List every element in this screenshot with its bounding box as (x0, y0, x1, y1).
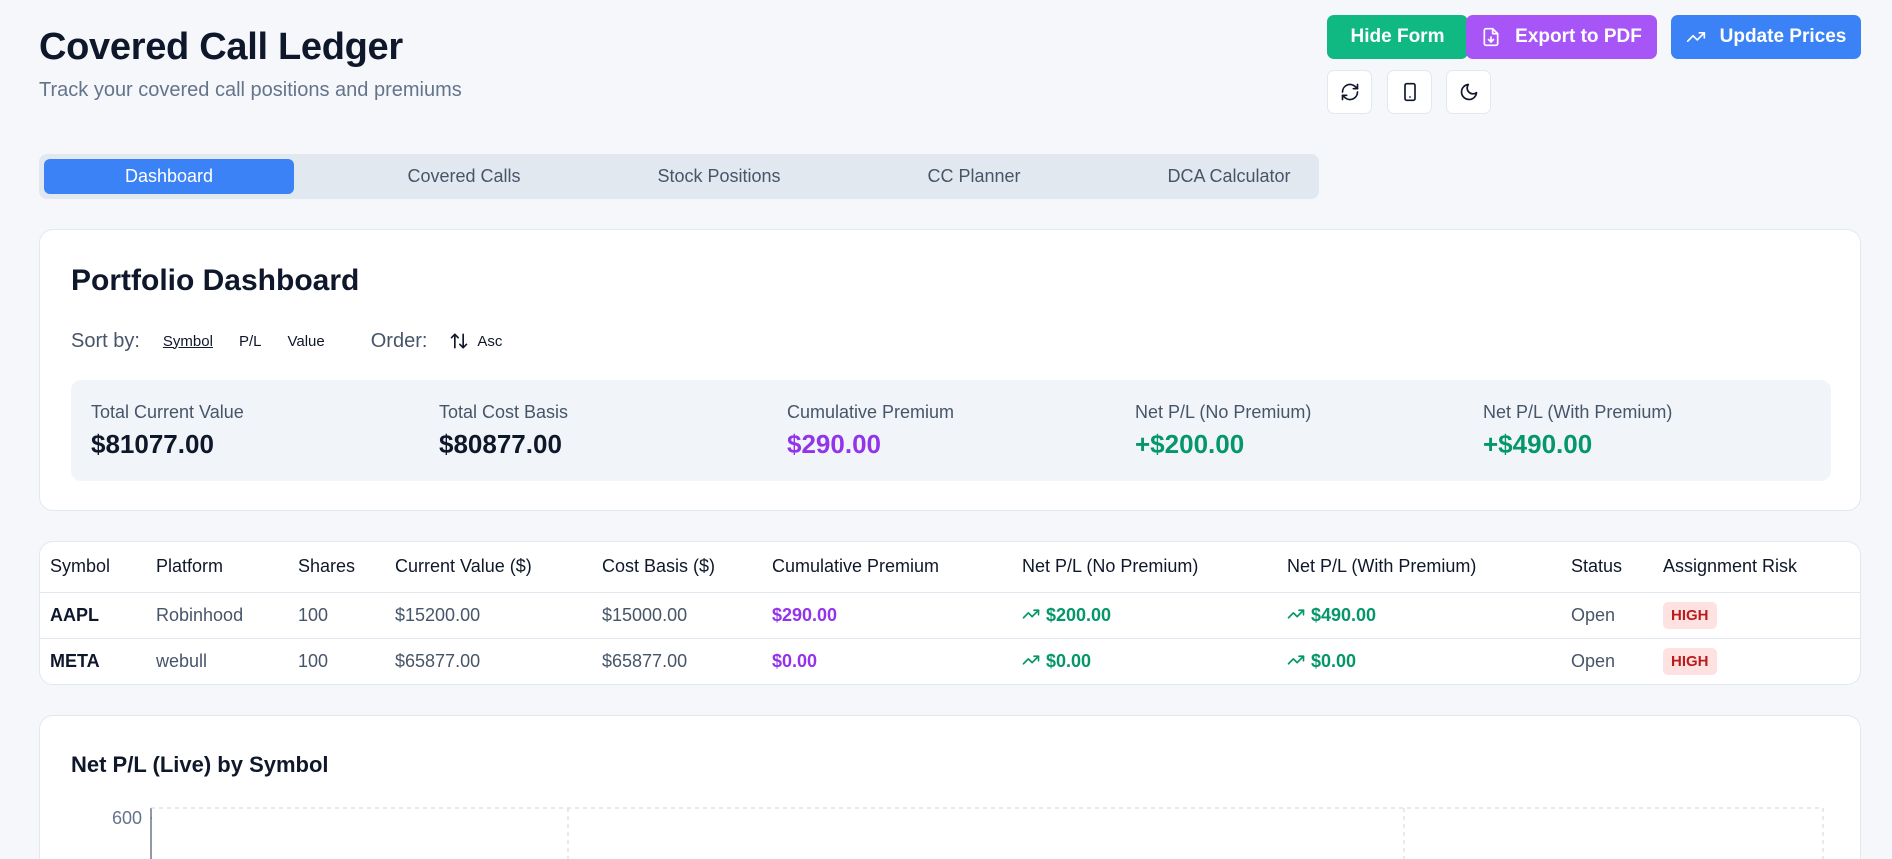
summary-value: $290.00 (787, 429, 881, 459)
refresh-button[interactable] (1327, 70, 1372, 114)
update-prices-button[interactable]: Update Prices (1671, 15, 1861, 59)
tab-stock-positions[interactable]: Stock Positions (657, 166, 781, 186)
tab-covered-calls[interactable]: Covered Calls (407, 166, 521, 186)
sort-symbol-button[interactable]: Symbol (162, 332, 213, 350)
sort-value-button[interactable]: Value (287, 332, 325, 350)
chart-title: Net P/L (Live) by Symbol (71, 752, 329, 777)
cell-shares: 100 (288, 592, 385, 639)
moon-icon (1460, 83, 1477, 101)
summary-label: Total Cost Basis (439, 402, 569, 422)
app-title: Covered Call Ledger (39, 26, 403, 68)
summary-label: Net P/L (With Premium) (1483, 402, 1673, 422)
export-pdf-label: Export to PDF (1515, 26, 1642, 47)
tab-cc-planner[interactable]: CC Planner (927, 166, 1021, 186)
summary-panel: Total Current Value $81077.00 Total Cost… (71, 380, 1831, 481)
update-prices-label: Update Prices (1719, 26, 1847, 47)
cell-net-with-premium: $490.00 (1277, 592, 1561, 639)
cell-cost-basis: $15000.00 (592, 592, 762, 639)
risk-badge: HIGH (1663, 647, 1717, 675)
table-row[interactable]: AAPL Robinhood 100 $15200.00 $15000.00 $… (40, 592, 1860, 639)
cell-risk: HIGH (1653, 638, 1860, 684)
table-header-row: Symbol Platform Shares Current Value ($)… (40, 542, 1860, 593)
net-value: $0.00 (1311, 650, 1357, 671)
column-header[interactable]: Platform (146, 542, 288, 593)
dark-mode-button[interactable] (1446, 70, 1491, 114)
main-tabs: Dashboard Covered Calls Stock Positions … (39, 154, 1319, 199)
hide-form-label: Hide Form (1350, 26, 1445, 47)
mobile-icon (1403, 82, 1416, 102)
tab-dca-calculator[interactable]: DCA Calculator (1167, 166, 1291, 186)
column-header[interactable]: Net P/L (No Premium) (1012, 542, 1277, 593)
file-download-icon (1483, 27, 1499, 47)
column-header[interactable]: Status (1561, 542, 1653, 593)
summary-label: Total Current Value (91, 402, 244, 422)
positions-table: Symbol Platform Shares Current Value ($)… (40, 542, 1860, 684)
summary-total-current-value: Total Current Value $81077.00 (91, 402, 244, 460)
cell-status: Open (1561, 592, 1653, 639)
trending-up-icon (1287, 608, 1305, 619)
sort-pl-button[interactable]: P/L (238, 332, 262, 350)
column-header[interactable]: Net P/L (With Premium) (1277, 542, 1561, 593)
order-toggle-button[interactable]: Asc (477, 332, 503, 350)
hide-form-button[interactable]: Hide Form (1327, 15, 1468, 59)
net-pl-chart-card: Net P/L (Live) by Symbol 600 (39, 715, 1861, 859)
cell-platform: webull (156, 650, 208, 671)
positions-table-card: Symbol Platform Shares Current Value ($)… (39, 541, 1861, 685)
net-value: $0.00 (1046, 650, 1092, 671)
net-value: $200.00 (1046, 604, 1112, 625)
net-pl-chart: 600 (112, 807, 1824, 859)
net-value: $490.00 (1311, 604, 1377, 625)
cell-net-with-premium: $0.00 (1277, 638, 1561, 684)
column-header[interactable]: Cost Basis ($) (592, 542, 762, 593)
export-pdf-button[interactable]: Export to PDF (1466, 15, 1657, 59)
summary-total-cost-basis: Total Cost Basis $80877.00 (439, 402, 568, 460)
summary-value: +$490.00 (1483, 429, 1593, 459)
cell-current-value: $65877.00 (395, 650, 481, 671)
cell-risk: HIGH (1653, 592, 1860, 639)
column-header[interactable]: Shares (288, 542, 385, 593)
app-subtitle: Track your covered call positions and pr… (39, 79, 462, 101)
risk-badge: HIGH (1663, 601, 1717, 629)
summary-value: $81077.00 (91, 429, 214, 459)
mobile-view-button[interactable] (1387, 70, 1432, 114)
column-header[interactable]: Current Value ($) (385, 542, 592, 593)
cell-net-no-premium: $0.00 (1012, 638, 1277, 684)
summary-cumulative-premium: Cumulative Premium $290.00 (787, 402, 954, 460)
summary-label: Cumulative Premium (787, 402, 955, 422)
cell-premium: $0.00 (772, 650, 818, 671)
summary-label: Net P/L (No Premium) (1135, 402, 1312, 422)
dashboard-title: Portfolio Dashboard (71, 264, 360, 297)
cell-premium: $290.00 (762, 592, 1012, 639)
trending-up-icon (1022, 655, 1040, 665)
tab-dashboard[interactable]: Dashboard (44, 159, 294, 194)
cell-status: Open (1571, 650, 1616, 671)
cell-cost-basis: $65877.00 (602, 650, 688, 671)
sort-arrows-icon[interactable] (449, 331, 469, 351)
cell-platform: Robinhood (146, 592, 288, 639)
y-tick-label: 600 (112, 808, 142, 828)
order-label: Order: (370, 329, 428, 352)
sort-label: Sort by: (71, 329, 140, 352)
cell-symbol: AAPL (40, 592, 146, 639)
cell-shares: 100 (298, 650, 329, 671)
refresh-icon (1341, 83, 1358, 101)
portfolio-dashboard-card: Portfolio Dashboard Sort by: Symbol P/L … (39, 229, 1861, 511)
summary-value: $80877.00 (439, 429, 562, 459)
cell-symbol: META (50, 650, 100, 671)
trending-up-icon (1686, 32, 1705, 43)
summary-net-pl-no-premium: Net P/L (No Premium) +$200.00 (1135, 402, 1311, 460)
column-header[interactable]: Assignment Risk (1653, 542, 1860, 593)
cell-current-value: $15200.00 (385, 592, 592, 639)
trending-up-icon (1287, 655, 1305, 665)
column-header[interactable]: Cumulative Premium (762, 542, 1012, 593)
trending-up-icon (1022, 608, 1040, 619)
summary-value: +$200.00 (1135, 429, 1245, 459)
column-header[interactable]: Symbol (40, 542, 146, 593)
table-row[interactable]: META webull 100 $65877.00 $65877.00 $0.0… (40, 638, 1860, 684)
sort-controls: Sort by: Symbol P/L Value Order: Asc (71, 326, 502, 356)
cell-net-no-premium: $200.00 (1012, 592, 1277, 639)
summary-net-pl-with-premium: Net P/L (With Premium) +$490.00 (1483, 402, 1672, 460)
